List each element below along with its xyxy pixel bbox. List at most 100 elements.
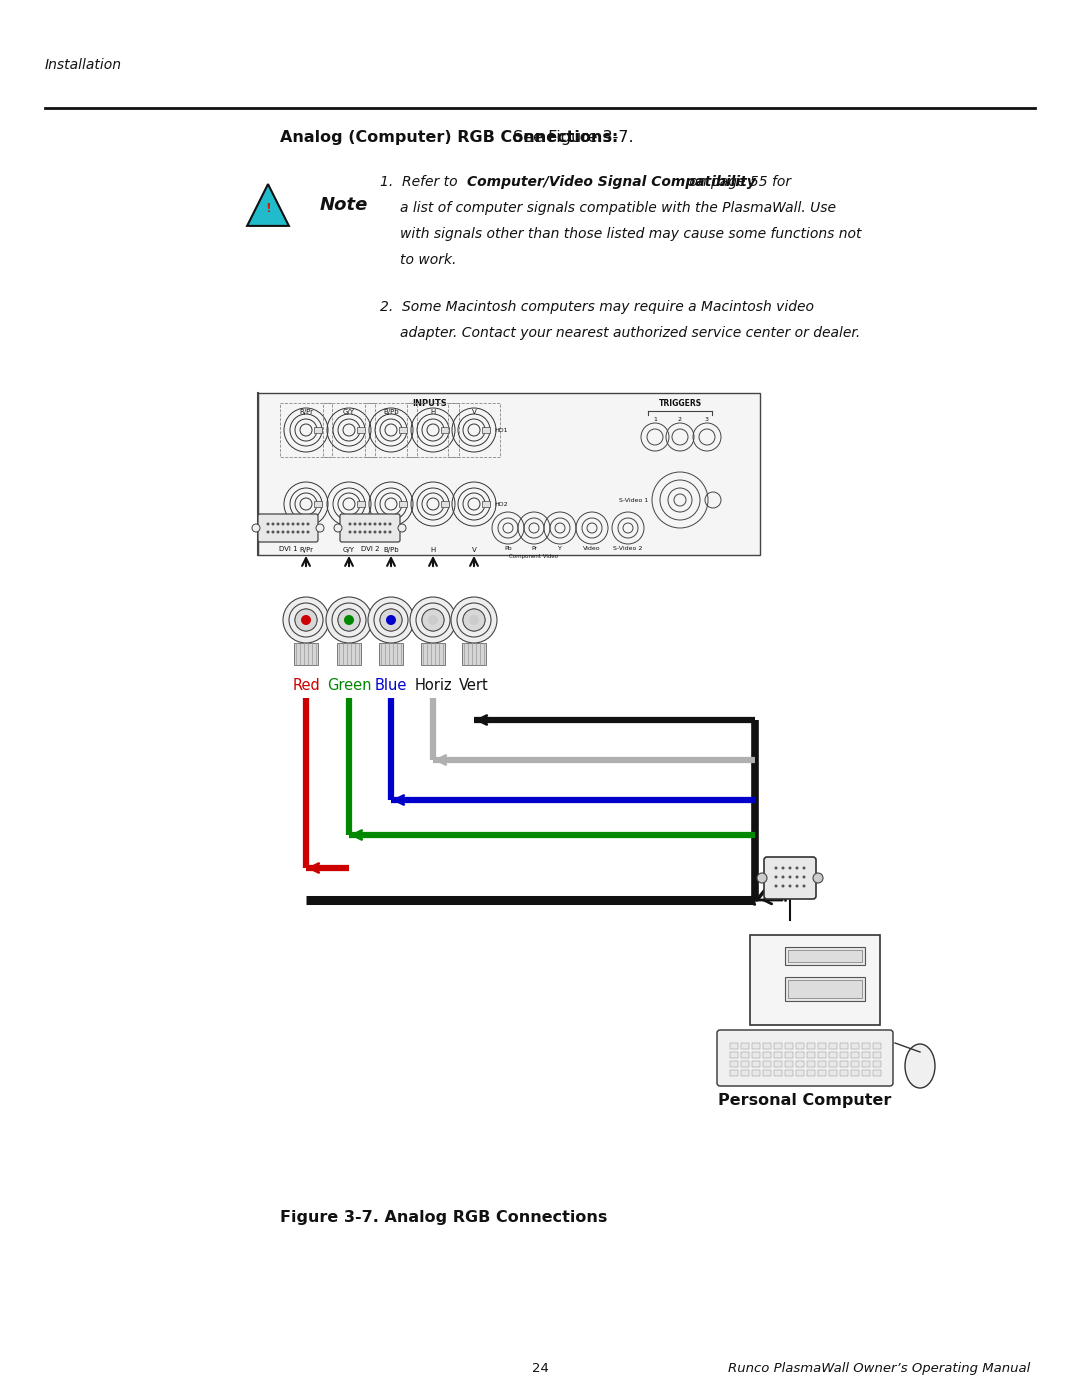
Bar	[796, 1044, 804, 1049]
Text: Pb: Pb	[504, 546, 512, 550]
Text: Red: Red	[292, 678, 320, 693]
Text: G/Y: G/Y	[343, 409, 355, 415]
Text: on page 55 for: on page 55 for	[685, 175, 792, 189]
Bar	[851, 1070, 859, 1076]
Text: G/Y: G/Y	[343, 548, 355, 553]
Polygon shape	[247, 184, 289, 226]
Bar	[818, 1070, 826, 1076]
Circle shape	[271, 522, 274, 525]
Circle shape	[349, 531, 351, 534]
Circle shape	[359, 522, 362, 525]
Circle shape	[286, 531, 289, 534]
Circle shape	[295, 609, 318, 631]
Text: Y: Y	[558, 546, 562, 550]
Text: H: H	[430, 409, 435, 415]
FancyBboxPatch shape	[764, 856, 816, 900]
Circle shape	[307, 531, 310, 534]
Text: 3: 3	[705, 416, 708, 422]
Bar	[840, 1070, 848, 1076]
Bar	[796, 1052, 804, 1058]
Circle shape	[782, 884, 784, 887]
Circle shape	[368, 522, 372, 525]
Bar	[873, 1070, 881, 1076]
Circle shape	[276, 531, 280, 534]
Circle shape	[271, 531, 274, 534]
Text: B/Pb: B/Pb	[383, 548, 399, 553]
Circle shape	[383, 522, 387, 525]
Bar	[862, 1060, 870, 1067]
Circle shape	[282, 531, 284, 534]
Bar	[818, 1044, 826, 1049]
Circle shape	[364, 522, 366, 525]
Text: V: V	[472, 409, 476, 415]
Text: See Figure 3-7.: See Figure 3-7.	[508, 130, 634, 145]
Circle shape	[292, 531, 295, 534]
Bar	[730, 1044, 738, 1049]
Text: H: H	[430, 548, 435, 553]
Bar	[873, 1060, 881, 1067]
Circle shape	[782, 866, 784, 869]
Text: Note: Note	[320, 196, 368, 214]
Text: 2: 2	[678, 416, 681, 422]
Text: S-Video 2: S-Video 2	[613, 546, 643, 550]
Text: Computer/Video Signal Compatibility: Computer/Video Signal Compatibility	[467, 175, 756, 189]
Text: DVI 1: DVI 1	[279, 546, 297, 552]
Circle shape	[267, 522, 270, 525]
Bar	[462, 643, 486, 665]
Bar	[399, 427, 407, 433]
Circle shape	[374, 522, 377, 525]
Text: adapter. Contact your nearest authorized service center or dealer.: adapter. Contact your nearest authorized…	[400, 326, 861, 339]
Bar	[788, 981, 862, 997]
Bar	[829, 1044, 837, 1049]
Bar	[840, 1060, 848, 1067]
Bar	[441, 427, 449, 433]
Text: Blue: Blue	[375, 678, 407, 693]
Bar	[785, 1060, 793, 1067]
Circle shape	[276, 522, 280, 525]
Bar	[407, 402, 459, 457]
Bar	[862, 1070, 870, 1076]
Bar	[840, 1052, 848, 1058]
Circle shape	[399, 524, 406, 532]
Bar	[807, 1044, 815, 1049]
Text: TRIGGERS: TRIGGERS	[659, 400, 702, 408]
Circle shape	[252, 524, 260, 532]
Ellipse shape	[905, 1044, 935, 1088]
Text: R/Pr: R/Pr	[299, 548, 313, 553]
Circle shape	[774, 876, 778, 879]
Bar	[862, 1052, 870, 1058]
Circle shape	[378, 522, 381, 525]
Bar	[807, 1052, 815, 1058]
Bar	[785, 1044, 793, 1049]
Bar	[399, 502, 407, 507]
Circle shape	[428, 615, 438, 624]
Bar	[818, 1060, 826, 1067]
Bar	[785, 947, 865, 965]
Text: with signals other than those listed may cause some functions not: with signals other than those listed may…	[400, 226, 862, 242]
Circle shape	[774, 866, 778, 869]
Bar	[323, 402, 375, 457]
Circle shape	[334, 524, 342, 532]
Text: HD2: HD2	[494, 502, 508, 507]
Bar	[421, 643, 445, 665]
Bar	[448, 402, 500, 457]
Circle shape	[283, 597, 329, 643]
Bar	[441, 502, 449, 507]
Circle shape	[757, 873, 767, 883]
Circle shape	[796, 884, 798, 887]
Text: HD1: HD1	[494, 427, 508, 433]
FancyBboxPatch shape	[340, 514, 400, 542]
Bar	[741, 1052, 750, 1058]
Bar	[357, 502, 365, 507]
Circle shape	[267, 531, 270, 534]
Circle shape	[796, 876, 798, 879]
Bar	[337, 643, 361, 665]
Bar	[762, 1070, 771, 1076]
Bar	[482, 427, 490, 433]
Text: Pr: Pr	[531, 546, 537, 550]
Bar	[357, 427, 365, 433]
Circle shape	[364, 531, 366, 534]
Bar	[807, 1060, 815, 1067]
Bar	[851, 1052, 859, 1058]
Bar	[730, 1052, 738, 1058]
